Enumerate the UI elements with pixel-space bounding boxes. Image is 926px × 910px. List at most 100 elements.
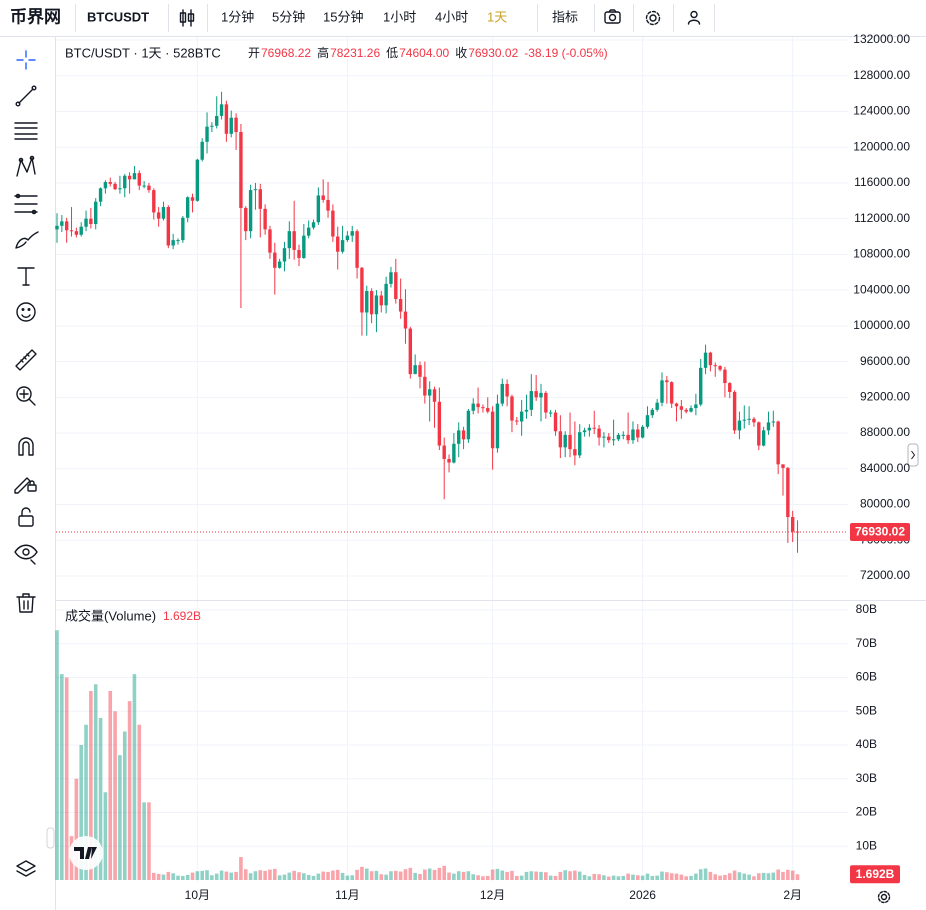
collapse-toolbar-button[interactable] [46, 827, 55, 849]
y-tick-label: 96000.00 [860, 354, 910, 368]
candle-body [311, 222, 316, 228]
volume-bar [534, 871, 538, 880]
candle-body [602, 436, 606, 438]
volume-bar [345, 875, 350, 880]
trend-line-tool[interactable] [15, 85, 37, 107]
candle-body [287, 231, 292, 249]
volume-bar [200, 870, 204, 880]
account-icon[interactable] [687, 10, 701, 25]
volume-bar [273, 868, 277, 880]
candle-body [636, 429, 640, 438]
legend-value: 78231.26 [330, 46, 380, 60]
volume-bar [243, 869, 248, 880]
interval-button[interactable]: 15分钟 [323, 9, 363, 24]
volume-bar [790, 870, 795, 880]
interval-button[interactable]: 1天 [487, 9, 507, 24]
volume-bar [786, 869, 790, 880]
candle-body [176, 240, 180, 242]
volume-bar [205, 870, 209, 880]
volume-bar [161, 874, 166, 880]
horizontal-lines-tool[interactable] [14, 122, 38, 140]
scroll-button[interactable] [907, 443, 919, 467]
y2-tick-label: 80B [856, 602, 877, 616]
screenshot-icon[interactable] [604, 9, 621, 24]
interval-button[interactable]: 1分钟 [221, 9, 254, 24]
text-tool[interactable] [17, 267, 35, 286]
fib-tool[interactable] [14, 193, 38, 215]
candle-body [147, 185, 151, 191]
volume-bar [137, 724, 142, 880]
emoji-tool[interactable] [16, 302, 36, 322]
crosshair-tool[interactable] [16, 50, 36, 70]
chart-type-icon[interactable] [179, 9, 195, 27]
volume-bar [539, 871, 543, 880]
visibility-tool[interactable] [14, 544, 38, 565]
volume-bar [321, 871, 325, 880]
volume-bar [742, 873, 747, 880]
y-tick-label: 80000.00 [860, 497, 910, 511]
volume-bar [761, 872, 766, 880]
candle-body [457, 430, 461, 444]
candle-body [336, 236, 340, 252]
volume-bar [152, 872, 156, 880]
logo[interactable]: 币界网 [10, 7, 61, 26]
volume-bar [568, 871, 572, 880]
candle-body [461, 430, 466, 440]
candle-body [781, 464, 785, 468]
volume-bar [103, 792, 108, 880]
drawing-tools[interactable] [14, 50, 39, 877]
settings-icon[interactable] [645, 10, 661, 26]
brush-tool[interactable] [15, 231, 39, 249]
volume-bar [510, 870, 514, 880]
scroll-arrow [911, 450, 916, 460]
last-volume-label: 1.692B [856, 867, 895, 881]
volume-bar [577, 871, 582, 880]
tv-logo[interactable] [69, 836, 103, 870]
lock-drawing-tool[interactable] [14, 477, 37, 494]
x-tick-label: 11月 [335, 888, 359, 902]
candle-body [394, 272, 398, 300]
candle-body [728, 383, 732, 392]
y2-tick-label: 60B [856, 670, 877, 684]
candle-body [234, 117, 238, 133]
candle-body [224, 104, 229, 134]
volume-bar [757, 873, 761, 880]
candle-body [321, 195, 325, 200]
x-tick-label: 10月 [185, 888, 210, 902]
candle-body [219, 104, 224, 116]
volume-bar [621, 875, 626, 880]
ruler-tool[interactable] [15, 349, 37, 371]
lock-tool[interactable] [18, 507, 34, 527]
pattern-tool[interactable] [16, 155, 36, 177]
time-axis-settings[interactable] [877, 890, 891, 904]
volume-bar [335, 869, 340, 880]
candle-body [161, 207, 166, 219]
candle-body [79, 226, 83, 235]
interval-button[interactable]: 1小时 [383, 9, 416, 24]
candle-body [360, 267, 364, 313]
volume-bar [476, 875, 480, 880]
y-tick-label: 132000.00 [853, 32, 910, 46]
volume-bar [437, 867, 442, 880]
magnet-tool[interactable] [18, 437, 34, 456]
candle-body [185, 197, 190, 218]
indicators-button[interactable]: 指标 [552, 9, 578, 24]
legend-value: 76930.02 [468, 46, 518, 60]
interval-button[interactable]: 5分钟 [272, 9, 305, 24]
candle-body [447, 458, 451, 463]
chart-title: BTC/USDT · 1天 · 528BTC [65, 45, 221, 60]
candle-body [239, 132, 243, 208]
zoom-tool[interactable] [16, 386, 36, 406]
remove-tool[interactable] [16, 593, 36, 613]
volume-bar [398, 871, 403, 880]
volume-bar [432, 869, 437, 880]
candle-body [708, 352, 713, 366]
volume-bar [626, 873, 630, 880]
vol-layer [55, 630, 800, 880]
volume-bar [55, 630, 59, 880]
object-tree[interactable] [16, 860, 36, 877]
symbol[interactable]: BTCUSDT [87, 9, 149, 24]
interval-button[interactable]: 4小时 [435, 9, 468, 24]
candle-body [631, 429, 635, 441]
candle-body [737, 420, 742, 431]
